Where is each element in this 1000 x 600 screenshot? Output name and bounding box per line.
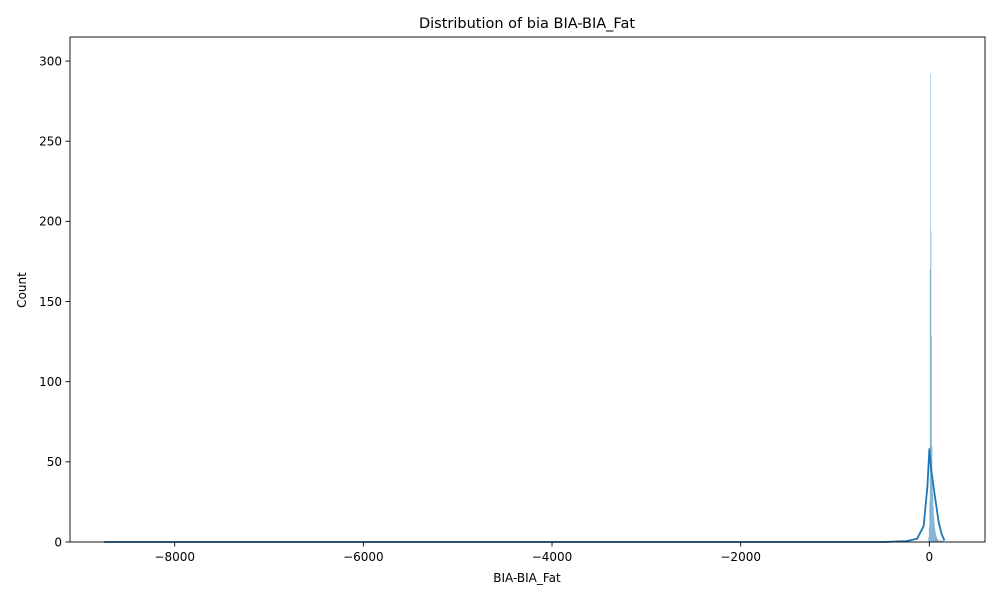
- histogram-bar: [938, 540, 940, 542]
- histogram-bar: [937, 538, 939, 542]
- chart-title: Distribution of bia BIA-BIA_Fat: [419, 16, 635, 32]
- y-axis: 0 50 100 150 200 250 300: [39, 54, 70, 549]
- histogram-bar: [935, 530, 936, 542]
- histogram-bar: [928, 527, 930, 542]
- y-axis-label: Count: [15, 272, 29, 308]
- x-tick-label: −8000: [154, 550, 195, 564]
- histogram-bar: [929, 501, 930, 542]
- y-tick-label: 150: [39, 295, 62, 309]
- kde-curve: [103, 448, 946, 543]
- histogram-bar: [934, 522, 935, 542]
- x-tick-label: −6000: [343, 550, 384, 564]
- histogram-bar: [939, 540, 944, 542]
- y-tick-label: 50: [47, 455, 62, 469]
- x-tick-label: −4000: [532, 550, 573, 564]
- histogram-bar: [932, 493, 934, 542]
- histogram-bar: [936, 538, 938, 542]
- histogram-bar: [930, 73, 931, 542]
- y-tick-label: 300: [39, 54, 62, 68]
- y-tick-label: 100: [39, 375, 62, 389]
- histogram-bars: [928, 73, 944, 542]
- plot-frame: [69, 36, 986, 543]
- histogram-bar: [931, 336, 932, 542]
- histogram-bar: [930, 230, 932, 542]
- y-tick-label: 200: [39, 215, 62, 229]
- y-tick-label: 250: [39, 135, 62, 149]
- histogram-bar: [928, 537, 930, 542]
- histogram-bar: [929, 269, 931, 542]
- y-tick-label: 0: [54, 535, 62, 549]
- x-tick-label: −2000: [720, 550, 761, 564]
- histogram-bar: [934, 527, 936, 542]
- histogram-bar: [932, 474, 933, 542]
- histogram-bar: [935, 533, 937, 542]
- x-tick-label: 0: [926, 550, 934, 564]
- histogram-bar: [933, 516, 935, 542]
- histogram-bar: [931, 445, 933, 542]
- x-axis-label: BIA-BIA_Fat: [493, 571, 561, 585]
- histogram-bar: [933, 506, 934, 542]
- histogram-bar: [936, 537, 938, 542]
- histogram-bar: [935, 535, 937, 542]
- x-axis: −8000 −6000 −4000 −2000 0: [154, 542, 933, 564]
